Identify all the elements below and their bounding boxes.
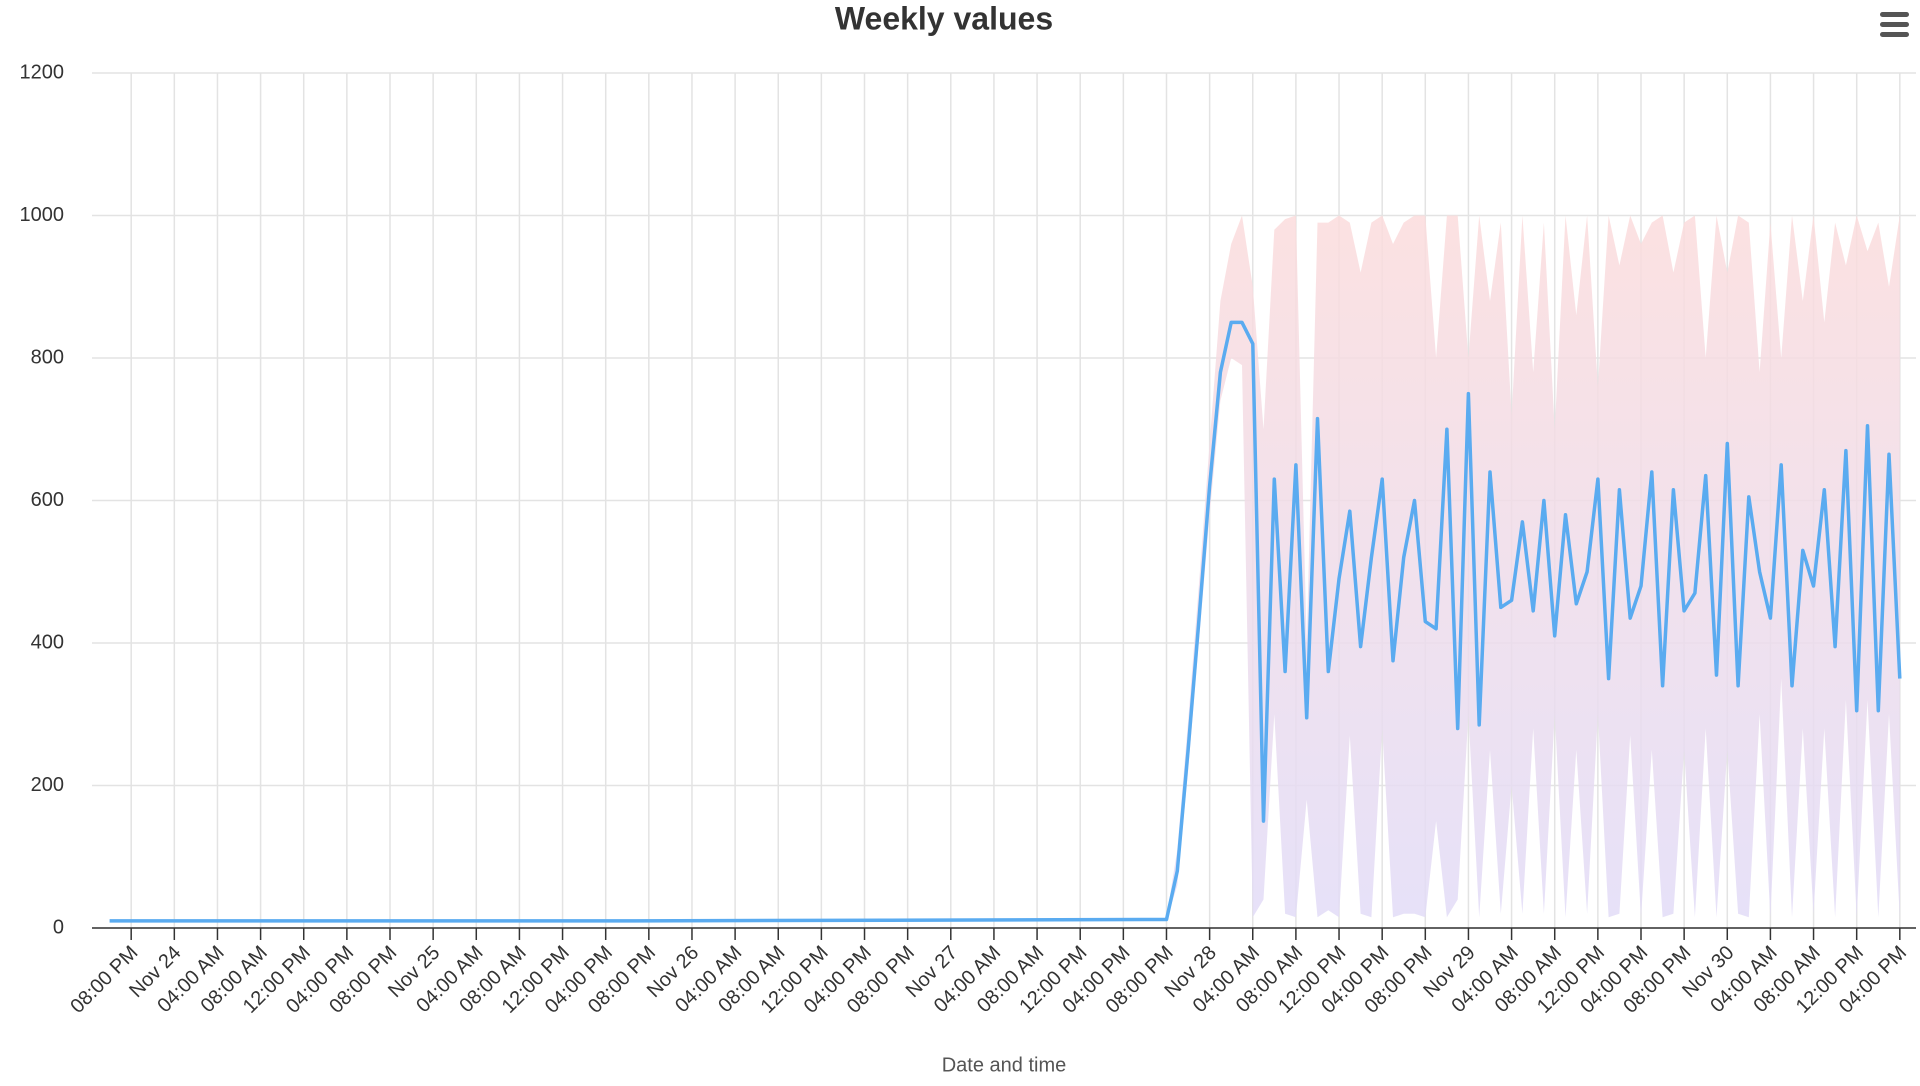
y-tick-label: 1200 (20, 61, 65, 83)
chart-title: Weekly values (835, 0, 1053, 36)
x-axis-title: Date and time (942, 1054, 1067, 1076)
y-tick-label: 1000 (20, 204, 65, 226)
menu-button[interactable] (1880, 12, 1909, 37)
y-tick-label: 800 (31, 346, 64, 368)
y-tick-label: 400 (31, 631, 64, 653)
y-tick-label: 600 (31, 489, 64, 511)
menu-bar (1880, 32, 1909, 37)
y-tick-label: 200 (31, 774, 64, 796)
plot-area (109, 215, 1902, 923)
menu-bar (1880, 22, 1909, 27)
data-line (109, 320, 1902, 923)
range-band (1166, 215, 1900, 921)
menu-bar (1880, 12, 1909, 17)
y-tick-label: 0 (53, 916, 64, 938)
